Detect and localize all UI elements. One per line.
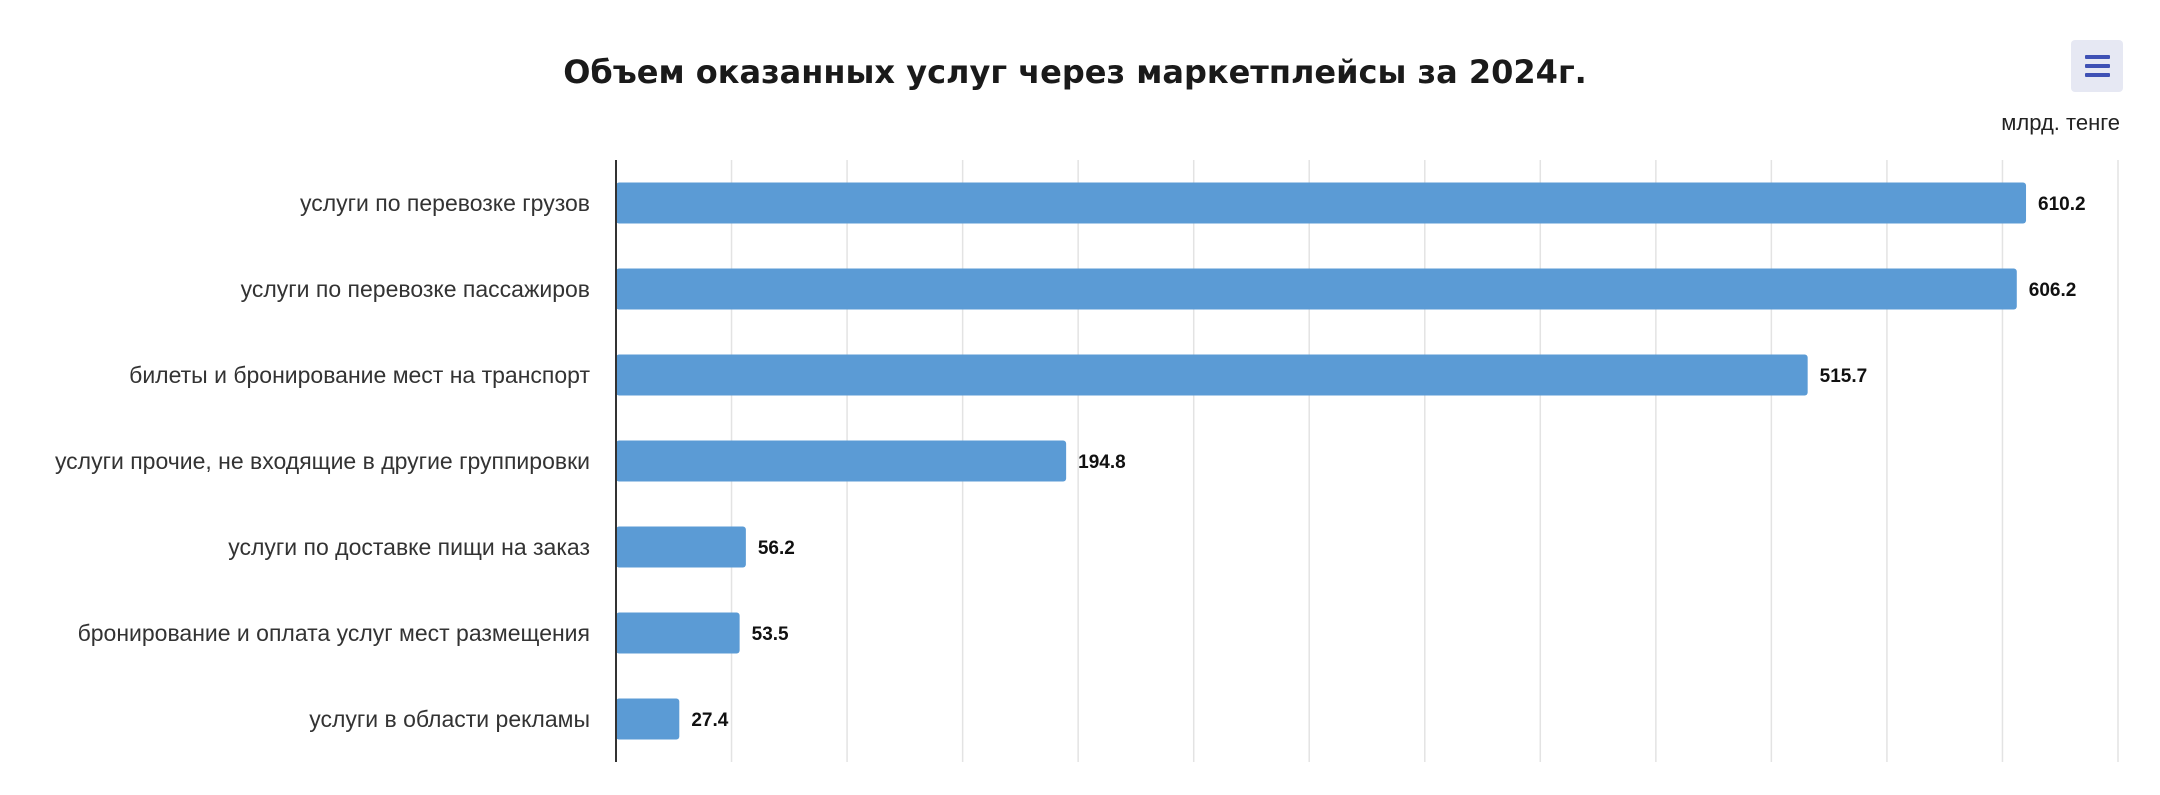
bar[interactable] [616, 526, 746, 568]
data-label: 194.8 [1078, 452, 1126, 473]
bar[interactable] [616, 268, 2017, 310]
grid-lines [730, 160, 2119, 762]
bar[interactable] [616, 354, 1808, 396]
data-labels: 610.2 606.2 515.7 194.8 56.2 53.5 27.4 [691, 194, 2085, 731]
hamburger-menu-icon[interactable] [2085, 55, 2110, 77]
category-label: билеты и бронирование мест на транспорт [129, 362, 590, 388]
category-label: услуги прочие, не входящие в другие груп… [55, 448, 590, 474]
data-label: 610.2 [2038, 194, 2086, 215]
category-label: услуги в области рекламы [309, 706, 590, 732]
category-label: услуги по перевозке пассажиров [241, 276, 590, 302]
data-label: 515.7 [1820, 366, 1868, 387]
unit-label: млрд. тенге [2001, 110, 2120, 135]
data-label: 53.5 [752, 624, 789, 645]
data-label: 606.2 [2029, 280, 2077, 301]
category-label: услуги по перевозке грузов [300, 190, 590, 216]
bar[interactable] [616, 440, 1067, 482]
menu-button[interactable] [2071, 40, 2123, 92]
bar[interactable] [616, 698, 680, 740]
category-labels: услуги по перевозке грузов услуги по пере… [55, 190, 591, 732]
chart-title: Объем оказанных услуг через маркетплейсы… [563, 53, 1587, 91]
category-label: услуги по доставке пищи на заказ [228, 534, 590, 560]
category-label: бронирование и оплата услуг мест размеще… [78, 620, 590, 646]
data-label: 27.4 [691, 710, 728, 731]
data-label: 56.2 [758, 538, 795, 559]
bar[interactable] [616, 182, 2027, 224]
bars [616, 182, 2027, 740]
bar[interactable] [616, 612, 740, 654]
